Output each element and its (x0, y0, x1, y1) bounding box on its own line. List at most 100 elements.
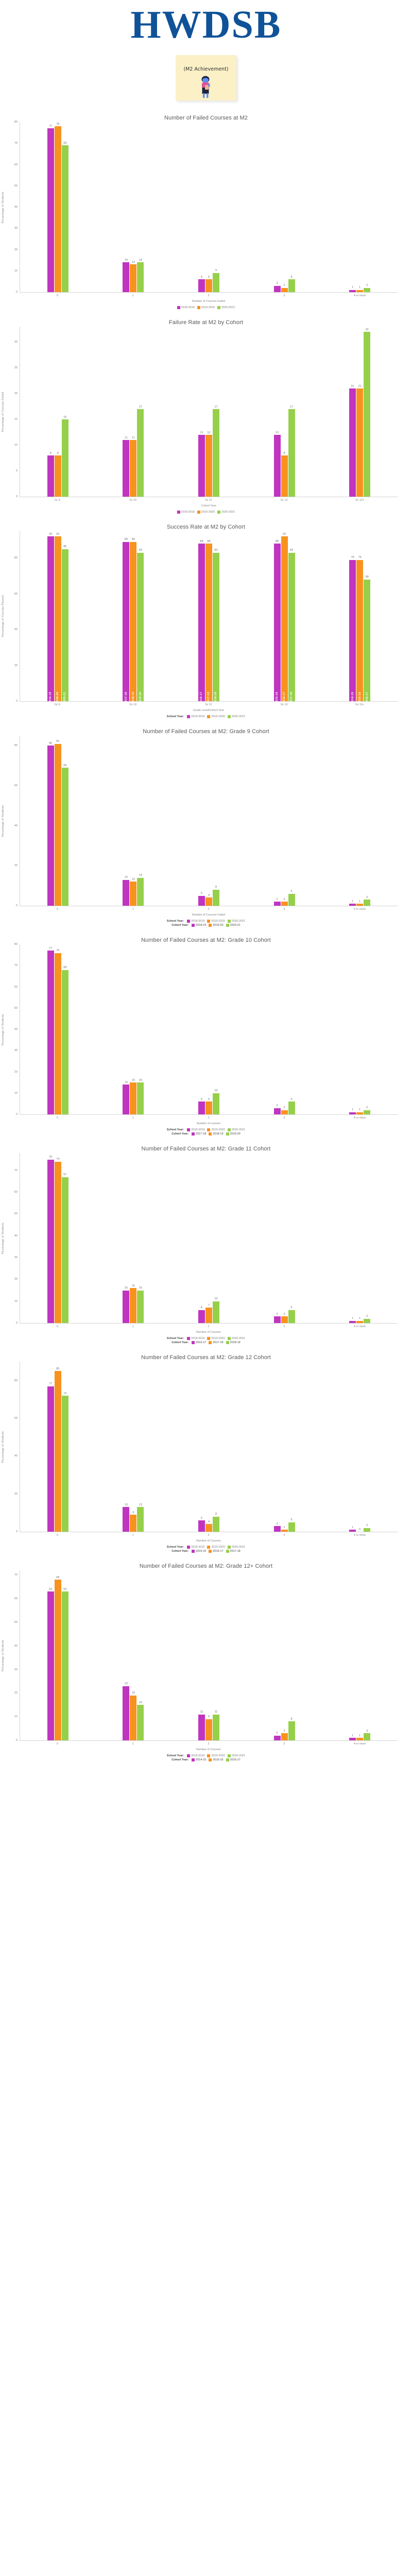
bar-holder[interactable]: 6 (205, 122, 212, 292)
bar-holder[interactable]: 6 (288, 122, 295, 292)
bar[interactable] (212, 409, 219, 497)
bar-holder[interactable]: 6 (205, 944, 212, 1114)
bar-holder[interactable]: 5 (198, 736, 205, 906)
bar[interactable] (130, 264, 137, 292)
bar[interactable] (288, 893, 295, 906)
bar-holder[interactable]: 19 (130, 1570, 137, 1740)
bar-holder[interactable]: 2 (364, 944, 371, 1114)
bar[interactable] (281, 1316, 288, 1323)
bar[interactable] (288, 409, 295, 497)
bar[interactable]: 2020-21 (61, 549, 68, 703)
bar-holder[interactable]: 9 (205, 1570, 212, 1740)
bar-holder[interactable]: 0 (356, 1362, 363, 1532)
bar[interactable] (54, 455, 61, 497)
bar[interactable] (356, 388, 364, 497)
bar-holder[interactable]: 4 (205, 736, 212, 906)
bar-holder[interactable]: 79 2015-16 (356, 531, 364, 703)
legend-item[interactable]: 2019-2020 (197, 306, 215, 309)
legend-item[interactable]: 2020-2021 (227, 920, 245, 923)
bar-holder[interactable]: 11 (123, 327, 130, 497)
bar-holder[interactable]: 78 (54, 122, 61, 292)
bar-holder[interactable]: 2 (273, 1570, 281, 1740)
bar-holder[interactable]: 72 (61, 1362, 68, 1532)
legend-item[interactable]: 2018-2019 (177, 511, 195, 514)
legend-item[interactable]: 2018-2019 (187, 1128, 204, 1131)
bar-holder[interactable]: 1 (356, 944, 364, 1114)
bar[interactable] (281, 287, 288, 292)
bar-holder[interactable]: 3 (273, 1362, 281, 1532)
legend-item[interactable]: 2018-2019 (187, 920, 204, 923)
bar[interactable] (205, 279, 212, 292)
bar-holder[interactable]: 63 (47, 1570, 54, 1740)
bar[interactable] (349, 904, 356, 906)
legend-item[interactable]: 2020-2021 (217, 306, 235, 309)
bar-holder[interactable]: 15 (137, 1153, 144, 1323)
bar-holder[interactable]: 12 (273, 327, 281, 497)
legend-item[interactable]: 2020-2021 (227, 1546, 245, 1549)
bar-holder[interactable]: 3 (364, 736, 371, 906)
bar[interactable] (61, 1396, 68, 1532)
bar[interactable] (198, 1101, 205, 1114)
bar-holder[interactable]: 21 (356, 327, 364, 497)
bar[interactable] (198, 895, 205, 906)
bar[interactable] (356, 1738, 364, 1740)
bar-holder[interactable]: 75 (47, 1153, 54, 1323)
bar[interactable] (130, 882, 137, 906)
legend-item[interactable]: 2019-20 (226, 1132, 241, 1136)
bar-holder[interactable]: 11 (212, 1570, 219, 1740)
bar-holder[interactable]: 6 (288, 944, 295, 1114)
bar[interactable]: 2016-17 (198, 544, 205, 703)
bar[interactable] (364, 900, 371, 906)
bar[interactable] (137, 1290, 144, 1323)
bar-holder[interactable]: 79 2014-15 (349, 531, 356, 703)
bar[interactable] (349, 388, 356, 497)
bar[interactable] (212, 889, 219, 906)
bar[interactable] (349, 1320, 356, 1323)
legend-item[interactable]: 2018-19 (192, 924, 206, 927)
bar-holder[interactable]: 74 (54, 1153, 61, 1323)
bar-holder[interactable]: 1 (349, 1362, 356, 1532)
bar[interactable] (281, 902, 288, 906)
legend-item[interactable]: 2019-2020 (207, 1337, 225, 1340)
bar-holder[interactable]: 8 (288, 1570, 295, 1740)
legend-item[interactable]: 2016-17 (226, 1758, 241, 1761)
legend-item[interactable]: 2018-2019 (177, 306, 195, 309)
legend-item[interactable]: 2015-16 (209, 1758, 224, 1761)
bar[interactable] (61, 768, 68, 906)
bar[interactable] (47, 1159, 54, 1323)
bar-holder[interactable]: 1 (349, 1570, 356, 1740)
bar[interactable]: 2018-19 (212, 552, 219, 703)
bar-holder[interactable]: 63 (61, 1570, 68, 1740)
bar[interactable] (54, 743, 61, 906)
bar[interactable] (288, 279, 295, 292)
legend-item[interactable]: 2020-2021 (227, 1754, 245, 1757)
bar-holder[interactable]: 88 2015-16 (273, 531, 281, 703)
legend-item[interactable]: 2017-18 (226, 1550, 241, 1553)
bar-holder[interactable]: 15 (130, 944, 137, 1114)
bar-holder[interactable]: 1 (349, 736, 356, 906)
bar[interactable] (137, 877, 144, 906)
bar-holder[interactable]: 88 2017-18 (205, 531, 212, 703)
bar-holder[interactable]: 12 (205, 327, 212, 497)
bar[interactable] (137, 1705, 144, 1740)
legend-item[interactable]: 2019-2020 (197, 511, 215, 514)
bar-holder[interactable]: 15 (61, 327, 68, 497)
bar[interactable] (273, 1526, 281, 1532)
bar[interactable] (198, 1520, 205, 1532)
bar-holder[interactable]: 8 (54, 327, 61, 497)
bar-holder[interactable]: 2 (281, 122, 288, 292)
bar-holder[interactable]: 2 (364, 122, 371, 292)
bar[interactable] (198, 1310, 205, 1323)
bar[interactable] (61, 145, 68, 292)
legend-item[interactable]: 2020-2021 (227, 715, 245, 718)
legend-item[interactable]: 2014-15 (192, 1758, 206, 1761)
bar[interactable] (205, 435, 212, 497)
bar-holder[interactable]: 12 (130, 736, 137, 906)
bar-holder[interactable]: 17 (288, 327, 295, 497)
bar-holder[interactable]: 77 (47, 122, 54, 292)
bar[interactable] (273, 1735, 281, 1740)
bar[interactable] (47, 1386, 54, 1532)
bar-holder[interactable]: 92 2018-19 (47, 531, 54, 703)
bar-holder[interactable]: 76 (54, 944, 61, 1114)
bar[interactable]: 2017-18 (205, 544, 212, 703)
